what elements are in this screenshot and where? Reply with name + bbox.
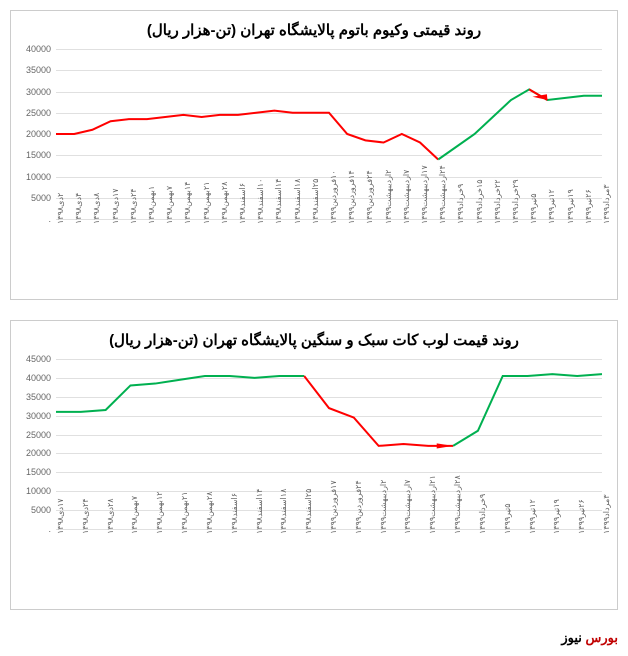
x-tick: ۱۰فروردین۱۳۹۹ [329,170,338,224]
x-tick: ۲۶تیر۱۳۹۹ [584,189,593,224]
y-tick: 20000 [21,129,51,139]
x-tick: ۱۸اسفند۱۳۹۸ [293,179,302,224]
x-tick: ۳مرداد۱۳۹۹ [602,494,611,534]
x-tick: ۲۴فروردین۱۳۹۹ [354,480,363,534]
x-tick: ۲۴دی۱۳۹۸ [81,498,90,534]
x-tick: ۲۱اردیبهشت۱۳۹۹ [428,475,437,534]
x-tick: ۹خرداد۱۳۹۹ [456,184,465,224]
x-tick: ۹خرداد۱۳۹۹ [478,494,487,534]
footer-red: بورس [586,630,618,645]
x-tick: ۱۴بهمن۱۳۹۸ [183,182,192,224]
x-tick: ۲۴اردیبهشت۱۳۹۹ [438,165,447,224]
y-tick: 25000 [21,108,51,118]
x-tick: ۱۲تیر۱۳۹۹ [528,499,537,534]
x-tick: ۷اردیبهشت۱۳۹۹ [403,480,412,534]
series-line [453,374,602,446]
x-tick: ۷بهمن۱۳۹۸ [165,186,174,224]
x-tick: ۵تیر۱۳۹۹ [529,193,538,224]
x-tick: ۱۷اردیبهشت۱۳۹۹ [420,165,429,224]
x-tick: ۲۴فروردین۱۳۹۹ [365,170,374,224]
chart1-area: 400003500030000250002000015000100005000.… [56,49,602,219]
chart1-container: روند قیمتی وکیوم باتوم پالایشگاه تهران (… [10,10,618,300]
x-tick: ۲۲خرداد۱۳۹۹ [493,180,502,225]
series-line [438,72,602,159]
x-tick: ۵تیر۱۳۹۹ [503,503,512,534]
x-tick: ۲۴دی۱۳۹۸ [129,188,138,224]
y-tick: 35000 [21,65,51,75]
x-tick: ۲۶تیر۱۳۹۹ [577,499,586,534]
chart2-area: 4500040000350003000025000200001500010000… [56,359,602,529]
y-tick: 40000 [21,44,51,54]
x-tick: ۲۱بهمن۱۳۹۸ [202,182,211,224]
x-tick: ۸دی۱۳۹۸ [92,193,101,224]
x-tick: ۱۹تیر۱۳۹۹ [566,189,575,224]
x-tick: ۲۸بهمن۱۳۹۸ [205,492,214,534]
chart1-yaxis: 400003500030000250002000015000100005000. [21,49,51,219]
y-tick: . [21,524,51,534]
series-line [304,376,453,446]
y-tick: 40000 [21,373,51,383]
y-tick: 30000 [21,87,51,97]
series-line [56,376,304,412]
y-tick: 20000 [21,448,51,458]
x-tick: ۲۸بهمن۱۳۹۸ [220,182,229,224]
chart2-container: روند قیمت لوب کات سبک و سنگین پالایشگاه … [10,320,618,610]
x-tick: ۶اسفند۱۳۹۸ [230,493,239,534]
y-tick: 15000 [21,467,51,477]
y-tick: . [21,214,51,224]
chart2-xaxis: ۱۷دی۱۳۹۸۲۴دی۱۳۹۸۲۸دی۱۳۹۸۷بهمن۱۳۹۸۱۲بهمن۱… [56,529,602,599]
x-tick: ۷بهمن۱۳۹۸ [130,496,139,534]
x-tick: ۱۰اسفند۱۳۹۸ [256,179,265,224]
series-line [56,111,438,160]
y-tick: 25000 [21,430,51,440]
x-tick: ۴دی۱۳۹۸ [74,193,83,224]
x-tick: ۷اردیبهشت۱۳۹۹ [402,170,411,224]
y-tick: 5000 [21,505,51,515]
x-tick: ۱۲بهمن۱۳۹۸ [155,492,164,534]
x-tick: ۲دی۱۳۹۸ [56,193,65,224]
x-tick: ۱۴فروردین۱۳۹۹ [347,170,356,224]
x-tick: ۲۸اردیبهشت۱۳۹۹ [453,475,462,534]
y-tick: 10000 [21,486,51,496]
x-tick: ۱۴اسفند۱۳۹۸ [255,489,264,534]
chart2-yaxis: 4500040000350003000025000200001500010000… [21,359,51,529]
footer-black: نیوز [561,630,585,645]
x-tick: ۱۴اسفند۱۳۹۸ [274,179,283,224]
x-tick: ۶اسفند۱۳۹۸ [238,183,247,224]
y-tick: 15000 [21,150,51,160]
x-tick: ۱۵خرداد۱۳۹۹ [475,180,484,225]
x-tick: ۱۷دی۱۳۹۸ [111,188,120,224]
x-tick: ۱۸اسفند۱۳۹۸ [279,489,288,534]
chart1-title: روند قیمتی وکیوم باتوم پالایشگاه تهران (… [21,21,607,39]
y-tick: 35000 [21,392,51,402]
y-tick: 45000 [21,354,51,364]
footer: بورس نیوز [10,630,618,646]
y-tick: 30000 [21,411,51,421]
x-tick: ۳مرداد۱۳۹۹ [602,184,611,224]
x-tick: ۲اردیبهشت۱۳۹۹ [379,480,388,534]
chart2-title: روند قیمت لوب کات سبک و سنگین پالایشگاه … [21,331,607,349]
x-tick: ۱۹تیر۱۳۹۹ [552,499,561,534]
chart1-xaxis: ۲دی۱۳۹۸۴دی۱۳۹۸۸دی۱۳۹۸۱۷دی۱۳۹۸۲۴دی۱۳۹۸۱به… [56,219,602,289]
x-tick: ۱۷فروردین۱۳۹۹ [329,480,338,534]
x-tick: ۲۱بهمن۱۳۹۸ [180,492,189,534]
x-tick: ۲اردیبهشت۱۳۹۹ [384,170,393,224]
y-tick: 10000 [21,172,51,182]
x-tick: ۲۹خرداد۱۳۹۹ [511,180,520,225]
y-tick: 5000 [21,193,51,203]
x-tick: ۲۵اسفند۱۳۹۸ [311,179,320,224]
x-tick: ۱۷دی۱۳۹۸ [56,498,65,534]
x-tick: ۱بهمن۱۳۹۸ [147,186,156,224]
arrow-head-icon [437,443,453,448]
x-tick: ۲۵اسفند۱۳۹۸ [304,489,313,534]
x-tick: ۲۸دی۱۳۹۸ [106,498,115,534]
x-tick: ۱۲تیر۱۳۹۹ [547,189,556,224]
